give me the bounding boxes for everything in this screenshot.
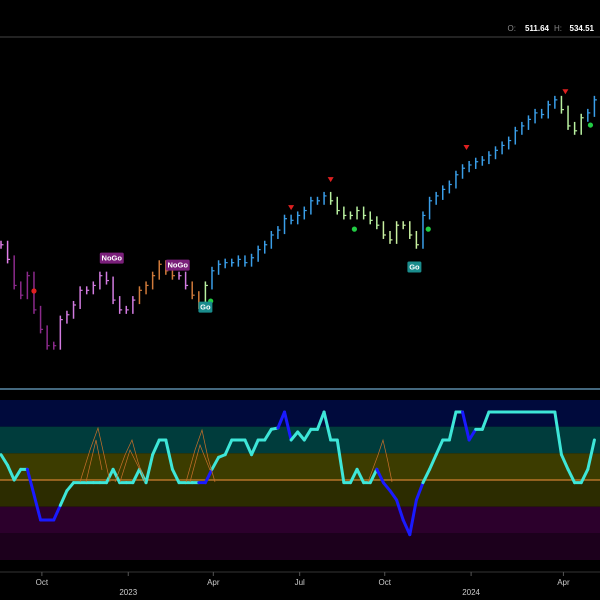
oscillator-segment [276,410,287,430]
oscillator-segment [368,467,379,485]
oscillator-segment [0,453,10,467]
annotation-label: NoGo [167,261,188,270]
sell-triangle [288,205,295,211]
oscillator-segment [408,498,418,537]
oscillator-segment [25,467,36,497]
annotation-label: NoGo [102,254,123,263]
signal-dot [587,122,594,128]
oscillator-segment [414,481,425,502]
sell-triangle [562,89,569,95]
oscillator-panel [0,400,600,560]
oscillator-segment [283,410,293,442]
price-panel: NoGo NoGo Go Go [0,89,597,350]
oscillator-segment [553,410,563,457]
signal-dot [351,226,358,232]
oscillator-segment [58,489,69,507]
annotation-box [165,259,190,271]
oscillator-segment [111,467,122,485]
oscillator-segment [203,467,214,485]
oscillator-segment [104,467,115,485]
oscillator-segment [289,430,300,442]
oscillator-segment [302,427,313,442]
oscillator-segment [243,438,254,457]
oscillator-segment [52,503,62,522]
oscillator-segment [388,489,399,502]
oscillator-segment [447,410,458,442]
oscillator-segment [65,481,76,493]
oscillator-segment [559,453,570,471]
oscillator-segment [381,481,392,493]
annotation-label: Go [409,263,420,272]
band [0,453,600,480]
x-tick-label: 2024 [462,588,480,597]
oscillator-segment [315,410,326,431]
annotation-label: Go [200,303,211,312]
annotation-box [198,301,213,313]
oscillator-segment [395,498,405,522]
oscillator-segment [467,427,478,442]
oscillator-segment [144,453,155,485]
x-tick-label: Oct [36,578,49,587]
oscillator-segment [480,410,491,431]
oscillator-segment [170,467,181,485]
oscillator-segment [434,438,445,457]
oscillator-segment [12,467,23,482]
oscillator-segment [375,467,385,485]
signal-dot [425,226,431,232]
band [0,533,600,560]
oscillator-segment [428,453,438,471]
oscillator-segment [164,438,174,471]
oscillator-segment [263,427,273,442]
oscillator-segment [579,467,590,485]
x-tick-label: 2023 [119,588,137,597]
quote-value: 534.51 [570,24,595,33]
oscillator-segment [32,493,43,522]
oscillator-segment [401,518,412,537]
signal-dot [31,288,37,294]
oscillator-segment [586,438,596,471]
oscillator-segment [461,410,471,442]
sell-triangle [463,145,470,151]
quote-label: O: [508,24,516,33]
oscillator-segment [335,438,346,485]
oscillator-segment [210,455,221,471]
oscillator-segment [421,467,432,485]
oscillator-segment [566,467,577,485]
oscillator-segment [348,467,359,485]
oscillator-segment [355,467,366,485]
x-tick-label: Oct [379,578,392,587]
oscillator-segment [6,463,16,482]
quote-label: H: [554,24,562,33]
x-tick-label: Apr [557,578,570,587]
band [0,506,600,534]
squeeze-decoration [79,426,393,483]
band [0,426,600,454]
x-tick-label: Jul [295,578,305,587]
oscillator-segment [151,438,161,457]
annotation-box [99,252,124,264]
oscillator-segment [322,410,333,442]
x-tick-label: Apr [207,578,220,587]
oscillator-segment [296,430,306,442]
annotation-box [407,261,422,273]
band [0,480,600,507]
oscillator-segment [250,438,260,457]
sell-triangle [327,177,334,183]
oscillator-segment [131,467,141,485]
quote-value: 511.64 [525,24,550,33]
oscillator-segment [223,438,234,457]
